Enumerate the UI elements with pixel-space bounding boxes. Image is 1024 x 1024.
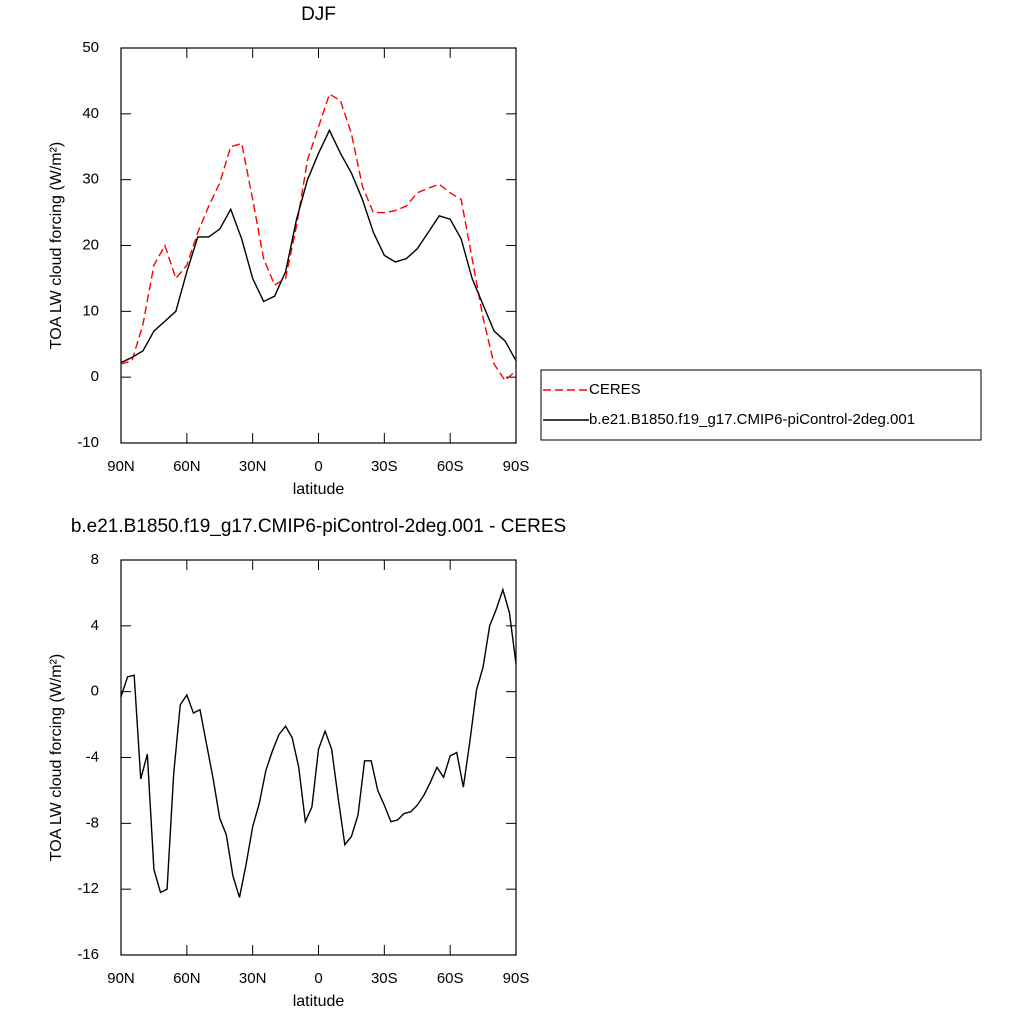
y-tick-label: 50 [82, 39, 99, 56]
data-line [120, 587, 517, 898]
y-tick-label: -10 [77, 434, 99, 451]
x-tick-label: 30N [239, 458, 267, 475]
y-tick-label: -8 [86, 814, 99, 831]
y-tick-label: 0 [91, 368, 99, 385]
y-tick-label: -12 [77, 880, 99, 897]
x-tick-label: 60S [437, 458, 464, 475]
x-tick-label: 60N [173, 458, 201, 475]
x-axis-label: latitude [293, 993, 345, 1010]
x-tick-label: 0 [314, 458, 322, 475]
x-tick-label: 90S [503, 970, 530, 987]
x-tick-label: 90N [107, 970, 135, 987]
x-tick-label: 60S [437, 970, 464, 987]
y-tick-label: 8 [91, 551, 99, 568]
y-tick-label: 30 [82, 171, 99, 188]
x-tick-label: 90S [503, 458, 530, 475]
y-tick-label: 20 [82, 236, 99, 253]
legend-box [540, 369, 982, 441]
y-axis-label: TOA LW cloud forcing (W/m²) [48, 654, 65, 861]
y-tick-label: -4 [86, 748, 99, 765]
data-line [120, 128, 517, 364]
plot-frame [120, 47, 517, 444]
x-tick-label: 60N [173, 970, 201, 987]
chart-title: DJF [301, 4, 336, 25]
y-tick-label: 40 [82, 105, 99, 122]
y-axis-label: TOA LW cloud forcing (W/m²) [48, 142, 65, 349]
plot-frame [120, 559, 517, 956]
x-tick-label: 0 [314, 970, 322, 987]
x-tick-label: 30N [239, 970, 267, 987]
y-tick-label: 0 [91, 683, 99, 700]
legend-label: b.e21.B1850.f19_g17.CMIP6-piControl-2deg… [589, 411, 915, 428]
y-tick-label: 4 [91, 617, 99, 634]
x-tick-label: 30S [371, 970, 398, 987]
y-tick-label: -16 [77, 946, 99, 963]
data-line [120, 93, 517, 382]
x-tick-label: 90N [107, 458, 135, 475]
x-tick-label: 30S [371, 458, 398, 475]
y-tick-label: 10 [82, 302, 99, 319]
legend-label: CERES [589, 381, 641, 398]
x-axis-label: latitude [293, 481, 345, 498]
chart-title: b.e21.B1850.f19_g17.CMIP6-piControl-2deg… [71, 516, 566, 537]
